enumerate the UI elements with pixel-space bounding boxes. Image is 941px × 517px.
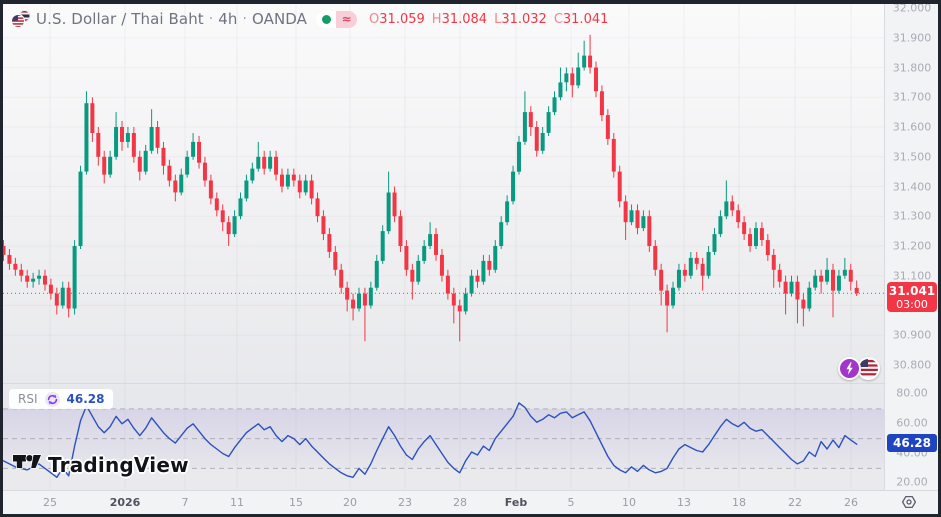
price-axis-label: 31.200 <box>892 239 932 253</box>
rsi-scale-label: 46.28 <box>887 434 937 452</box>
ohlc-low: L31.032 <box>494 11 547 27</box>
us-flag-icon <box>11 14 25 28</box>
rsi-value: 46.28 <box>66 392 105 406</box>
time-axis-label: 22 <box>788 496 802 509</box>
price-axis-label: 32.000 <box>892 4 932 15</box>
hexagon-gear-icon[interactable] <box>900 493 918 511</box>
currency-pair-flag-icon <box>11 10 31 28</box>
price-axis-label: 31.600 <box>892 120 932 134</box>
exchange-label[interactable]: OANDA <box>251 10 308 28</box>
time-axis-label: 26 <box>844 496 858 509</box>
tradingview-logo[interactable]: TradingView <box>12 453 189 477</box>
time-axis-label: 20 <box>343 496 357 509</box>
tradingview-logo-text: TradingView <box>48 453 189 477</box>
rsi-indicator-label[interactable]: RSI <box>18 392 38 406</box>
green-dot-icon <box>321 14 331 24</box>
circular-arrows-icon[interactable] <box>44 391 60 407</box>
time-axis-label: 11 <box>230 496 244 509</box>
price-axis-label: 31.300 <box>892 209 932 223</box>
rsi-axis-label: 20.00 <box>896 475 928 489</box>
price-axis-label: 31.900 <box>892 31 932 45</box>
interval-label[interactable]: 4h <box>218 10 238 28</box>
time-axis-label: 23 <box>398 496 412 509</box>
time-axis-label: Feb <box>504 496 528 509</box>
time-axis-label: 5 <box>567 496 575 509</box>
rsi-axis-label: 60.00 <box>896 416 928 430</box>
approx-data-badge[interactable]: ≈ <box>336 10 358 28</box>
symbol-title[interactable]: U.S. Dollar / Thai Baht <box>36 10 204 28</box>
chart-widget: U.S. Dollar / Thai Baht · 4h · OANDA ≈ O… <box>3 4 938 514</box>
price-axis-label: 30.900 <box>892 328 932 342</box>
separator: · <box>208 11 214 27</box>
price-axis-label: 31.800 <box>892 61 932 74</box>
time-axis-label: 2026 <box>109 496 141 509</box>
price-pane[interactable] <box>3 4 884 383</box>
time-axis-label: 25 <box>43 496 57 509</box>
price-axis-label: 31.400 <box>892 180 932 193</box>
ohlc-high: H31.084 <box>431 11 488 27</box>
separator: · <box>242 11 247 27</box>
rsi-pane[interactable] <box>3 383 884 490</box>
current-price-label: 31.041 03:00 <box>887 282 937 312</box>
time-axis-label: 10 <box>622 496 636 509</box>
price-chart-canvas[interactable] <box>3 4 884 383</box>
price-axis-label: 30.800 <box>892 358 932 372</box>
rsi-legend: RSI 46.28 <box>9 389 114 409</box>
bar-countdown: 03:00 <box>896 298 928 311</box>
ohlc-open: O31.059 <box>369 11 425 27</box>
pane-floating-icons <box>838 357 880 380</box>
time-axis-label: 7 <box>181 496 189 509</box>
price-axis-label: 31.100 <box>892 269 932 283</box>
price-scale[interactable]: 31.041 03:00 46.28 32.000 31.900 31.800 31.… <box>884 4 938 490</box>
price-axis-label: 31.700 <box>892 90 932 104</box>
time-axis-label: 18 <box>732 496 746 509</box>
time-scale[interactable]: 25 2026 7 11 15 20 23 28 Feb 5 10 13 18 22 26 <box>3 490 938 514</box>
rsi-chart-canvas[interactable] <box>3 384 884 490</box>
market-status-pills: ≈ <box>316 10 358 28</box>
ohlc-values: O31.059 H31.084 L31.032 C31.041 <box>369 12 608 27</box>
symbol-legend: U.S. Dollar / Thai Baht · 4h · OANDA ≈ O… <box>11 9 608 29</box>
current-price-value: 31.041 <box>888 284 936 298</box>
time-axis-label: 13 <box>677 496 691 509</box>
price-axis-label: 31.500 <box>892 150 932 164</box>
ohlc-close: C31.041 <box>553 11 609 27</box>
rsi-axis-label: 80.00 <box>896 386 928 400</box>
time-axis-label: 28 <box>453 496 467 509</box>
tradingview-logo-icon <box>12 454 42 469</box>
time-axis-label: 15 <box>289 496 303 509</box>
market-status-button[interactable] <box>316 10 337 28</box>
lightning-icon[interactable] <box>838 357 861 380</box>
